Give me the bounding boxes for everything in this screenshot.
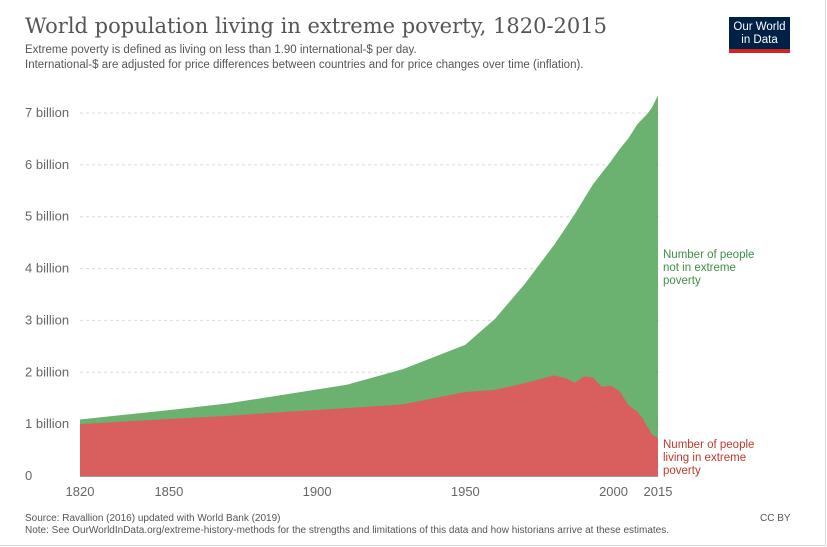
label-living-in-extreme-poverty: living in extreme — [663, 452, 746, 464]
label-not-in-extreme-poverty: poverty — [663, 275, 701, 287]
area-in-extreme-poverty — [80, 375, 658, 476]
label-living-in-extreme-poverty: poverty — [663, 465, 701, 477]
y-tick-label: 5 billion — [25, 209, 69, 224]
chart-subtitle-line1: Extreme poverty is defined as living on … — [25, 44, 417, 56]
logo-line2: in Data — [741, 33, 778, 46]
chart-title: World population living in extreme pover… — [25, 14, 607, 38]
x-tick-label: 1820 — [66, 484, 95, 499]
label-not-in-extreme-poverty: not in extreme — [663, 262, 736, 274]
y-tick-label: 7 billion — [25, 105, 69, 120]
y-tick-label: 1 billion — [25, 416, 69, 431]
x-tick-label: 1900 — [303, 484, 332, 499]
label-living-in-extreme-poverty: Number of people — [663, 439, 754, 451]
y-tick-label: 0 — [25, 468, 32, 483]
x-tick-label: 1850 — [154, 484, 183, 499]
label-not-in-extreme-poverty: Number of people — [663, 249, 754, 261]
y-tick-label: 4 billion — [25, 261, 69, 276]
x-tick-label: 2000 — [599, 484, 628, 499]
logo-line1: Our World — [733, 21, 786, 33]
x-tick-label: 2015 — [644, 484, 673, 499]
y-tick-label: 3 billion — [25, 312, 69, 327]
chart-areas — [80, 95, 658, 477]
y-tick-label: 2 billion — [25, 364, 69, 379]
owid-logo[interactable]: Our World in Data — [729, 17, 790, 53]
x-tick-label: 1950 — [451, 484, 480, 499]
source-note: Source: Ravallion (2016) updated with Wo… — [25, 513, 281, 524]
chart-subtitle-line2: International-$ are adjusted for price d… — [25, 59, 584, 71]
chart-axes: 0 1 billion 2 billion 3 billion 4 billion 5 b… — [25, 105, 672, 499]
license-badge[interactable]: CC BY — [760, 513, 791, 524]
footnote: Note: See OurWorldInData.org/extreme-his… — [25, 525, 670, 536]
area-not-in-extreme-poverty — [80, 95, 658, 477]
y-tick-label: 6 billion — [25, 157, 69, 172]
